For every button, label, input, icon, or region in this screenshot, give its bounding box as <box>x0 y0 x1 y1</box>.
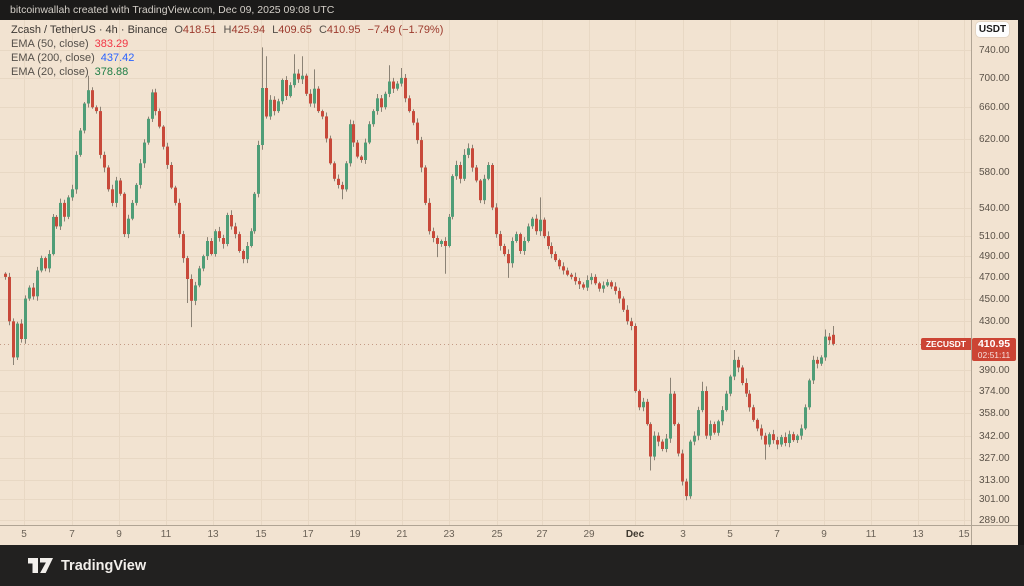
time-tick-label: 29 <box>583 529 595 540</box>
ohlc-open: O418.51 <box>174 24 217 36</box>
time-tick-label: 5 <box>727 529 733 540</box>
time-tick-label: 21 <box>396 529 408 540</box>
time-tick-label: 15 <box>255 529 267 540</box>
time-tick-label: 25 <box>491 529 503 540</box>
price-tick-label: 289.00 <box>979 514 1010 526</box>
price-tick-label: 430.00 <box>979 316 1010 328</box>
price-tick-label: 301.00 <box>979 494 1010 506</box>
current-price-label: 410.95 02:51:11 <box>972 337 1016 361</box>
ema-50-row[interactable]: EMA (50, close) 383.29 <box>11 38 129 50</box>
time-tick-label: 15 <box>958 529 970 540</box>
time-tick-label: 7 <box>69 529 75 540</box>
time-tick-label: 3 <box>680 529 686 540</box>
candlestick-plot[interactable] <box>0 20 971 525</box>
price-tick-label: 620.00 <box>979 133 1010 145</box>
price-tick-label: 374.00 <box>979 385 1010 397</box>
attribution-text: bitcoinwallah created with TradingView.c… <box>10 4 335 16</box>
symbol-title[interactable]: Zcash / TetherUS · 4h · Binance <box>11 24 168 36</box>
price-tick-label: 342.00 <box>979 430 1010 442</box>
symbol-row[interactable]: Zcash / TetherUS · 4h · Binance O418.51 H4… <box>11 23 443 37</box>
price-tick-label: 470.00 <box>979 271 1010 283</box>
symbol-price-tag: ZECUSDT <box>920 337 971 350</box>
price-tick-label: 580.00 <box>979 166 1010 178</box>
price-tick-label: 313.00 <box>979 474 1010 486</box>
current-price-value: 410.95 <box>977 337 1011 350</box>
footer-bar: TradingView <box>0 545 1024 586</box>
time-tick-label: 13 <box>912 529 924 540</box>
ohlc-low: L409.65 <box>272 24 312 36</box>
price-tick-label: 390.00 <box>979 365 1010 377</box>
price-tick-label: 358.00 <box>979 407 1010 419</box>
time-tick-label: 27 <box>536 529 548 540</box>
ema-20-row[interactable]: EMA (20, close) 378.88 <box>11 66 129 78</box>
ema-200-row[interactable]: EMA (200, close) 437.42 <box>11 52 135 64</box>
ema-200-value: 437.42 <box>100 52 135 64</box>
ema-50-value: 383.29 <box>94 38 129 50</box>
chart-panel[interactable]: Zcash / TetherUS · 4h · Binance O418.51 H4… <box>0 20 1018 545</box>
price-axis-separator <box>971 20 972 545</box>
currency-toggle-button[interactable]: USDT <box>976 22 1009 37</box>
ema-20-value: 378.88 <box>94 66 129 78</box>
price-tick-label: 490.00 <box>979 251 1010 263</box>
time-tick-label: 11 <box>865 529 877 540</box>
time-tick-label: 23 <box>443 529 455 540</box>
time-tick-label: 13 <box>207 529 219 540</box>
price-tick-label: 450.00 <box>979 293 1010 305</box>
price-tick-label: 660.00 <box>979 102 1010 114</box>
time-tick-label: 9 <box>116 529 122 540</box>
price-tick-label: 740.00 <box>979 45 1010 57</box>
price-tick-label: 327.00 <box>979 453 1010 465</box>
time-tick-label: 11 <box>160 529 172 540</box>
bar-countdown: 02:51:11 <box>977 349 1011 360</box>
tradingview-logo-text: TradingView <box>61 557 147 574</box>
ohlc-high: H425.94 <box>223 24 266 36</box>
tradingview-logo-icon <box>28 558 53 573</box>
time-tick-label: 9 <box>821 529 827 540</box>
time-tick-label: 17 <box>302 529 314 540</box>
attribution-bar: bitcoinwallah created with TradingView.c… <box>0 0 1024 20</box>
price-tick-label: 510.00 <box>979 231 1010 243</box>
chart-legend: Zcash / TetherUS · 4h · Binance O418.51 H4… <box>11 23 443 79</box>
ohlc-close: C410.95 <box>318 24 361 36</box>
tradingview-logo[interactable]: TradingView <box>27 557 146 574</box>
time-tick-label: 5 <box>21 529 27 540</box>
price-tick-label: 700.00 <box>979 72 1010 84</box>
time-tick-label: 7 <box>774 529 780 540</box>
time-axis-separator <box>0 525 1018 526</box>
change-text: −7.49 (−1.79%) <box>367 24 444 36</box>
time-tick-label: 19 <box>349 529 361 540</box>
time-tick-label: Dec <box>625 529 645 540</box>
price-tick-label: 540.00 <box>979 202 1010 214</box>
